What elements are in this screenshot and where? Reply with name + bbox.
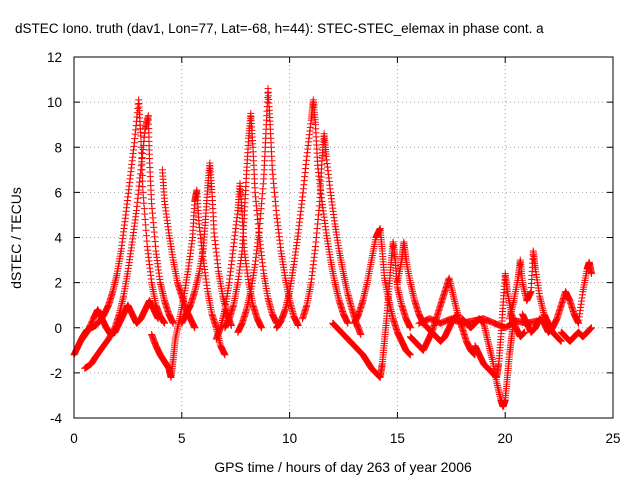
x-tick-label: 0 [70, 431, 78, 446]
data-point [221, 351, 229, 359]
y-tick-label: 4 [54, 231, 62, 246]
chart-title: dSTEC Iono. truth (dav1, Lon=77, Lat=-68… [15, 21, 544, 36]
x-tick-label: 25 [605, 431, 620, 446]
x-axis-label: GPS time / hours of day 263 of year 2006 [214, 459, 472, 475]
y-tick-label: 6 [54, 185, 62, 200]
y-tick-label: 12 [47, 50, 62, 65]
y-tick-label: 8 [54, 140, 62, 155]
grid-lines [74, 57, 613, 418]
y-axis-label: dSTEC / TECUs [8, 187, 24, 289]
y-tick-label: -2 [50, 366, 62, 381]
data-point [161, 319, 169, 327]
y-tick-label: 2 [54, 276, 62, 291]
x-tick-label: 5 [178, 431, 186, 446]
x-tick-label: 15 [390, 431, 405, 446]
y-tick-label: -4 [50, 411, 62, 426]
y-tick-label: 10 [47, 95, 62, 110]
data-points [70, 85, 595, 411]
x-tick-label: 20 [498, 431, 513, 446]
x-tick-label: 10 [282, 431, 297, 446]
y-tick-label: 0 [54, 321, 62, 336]
